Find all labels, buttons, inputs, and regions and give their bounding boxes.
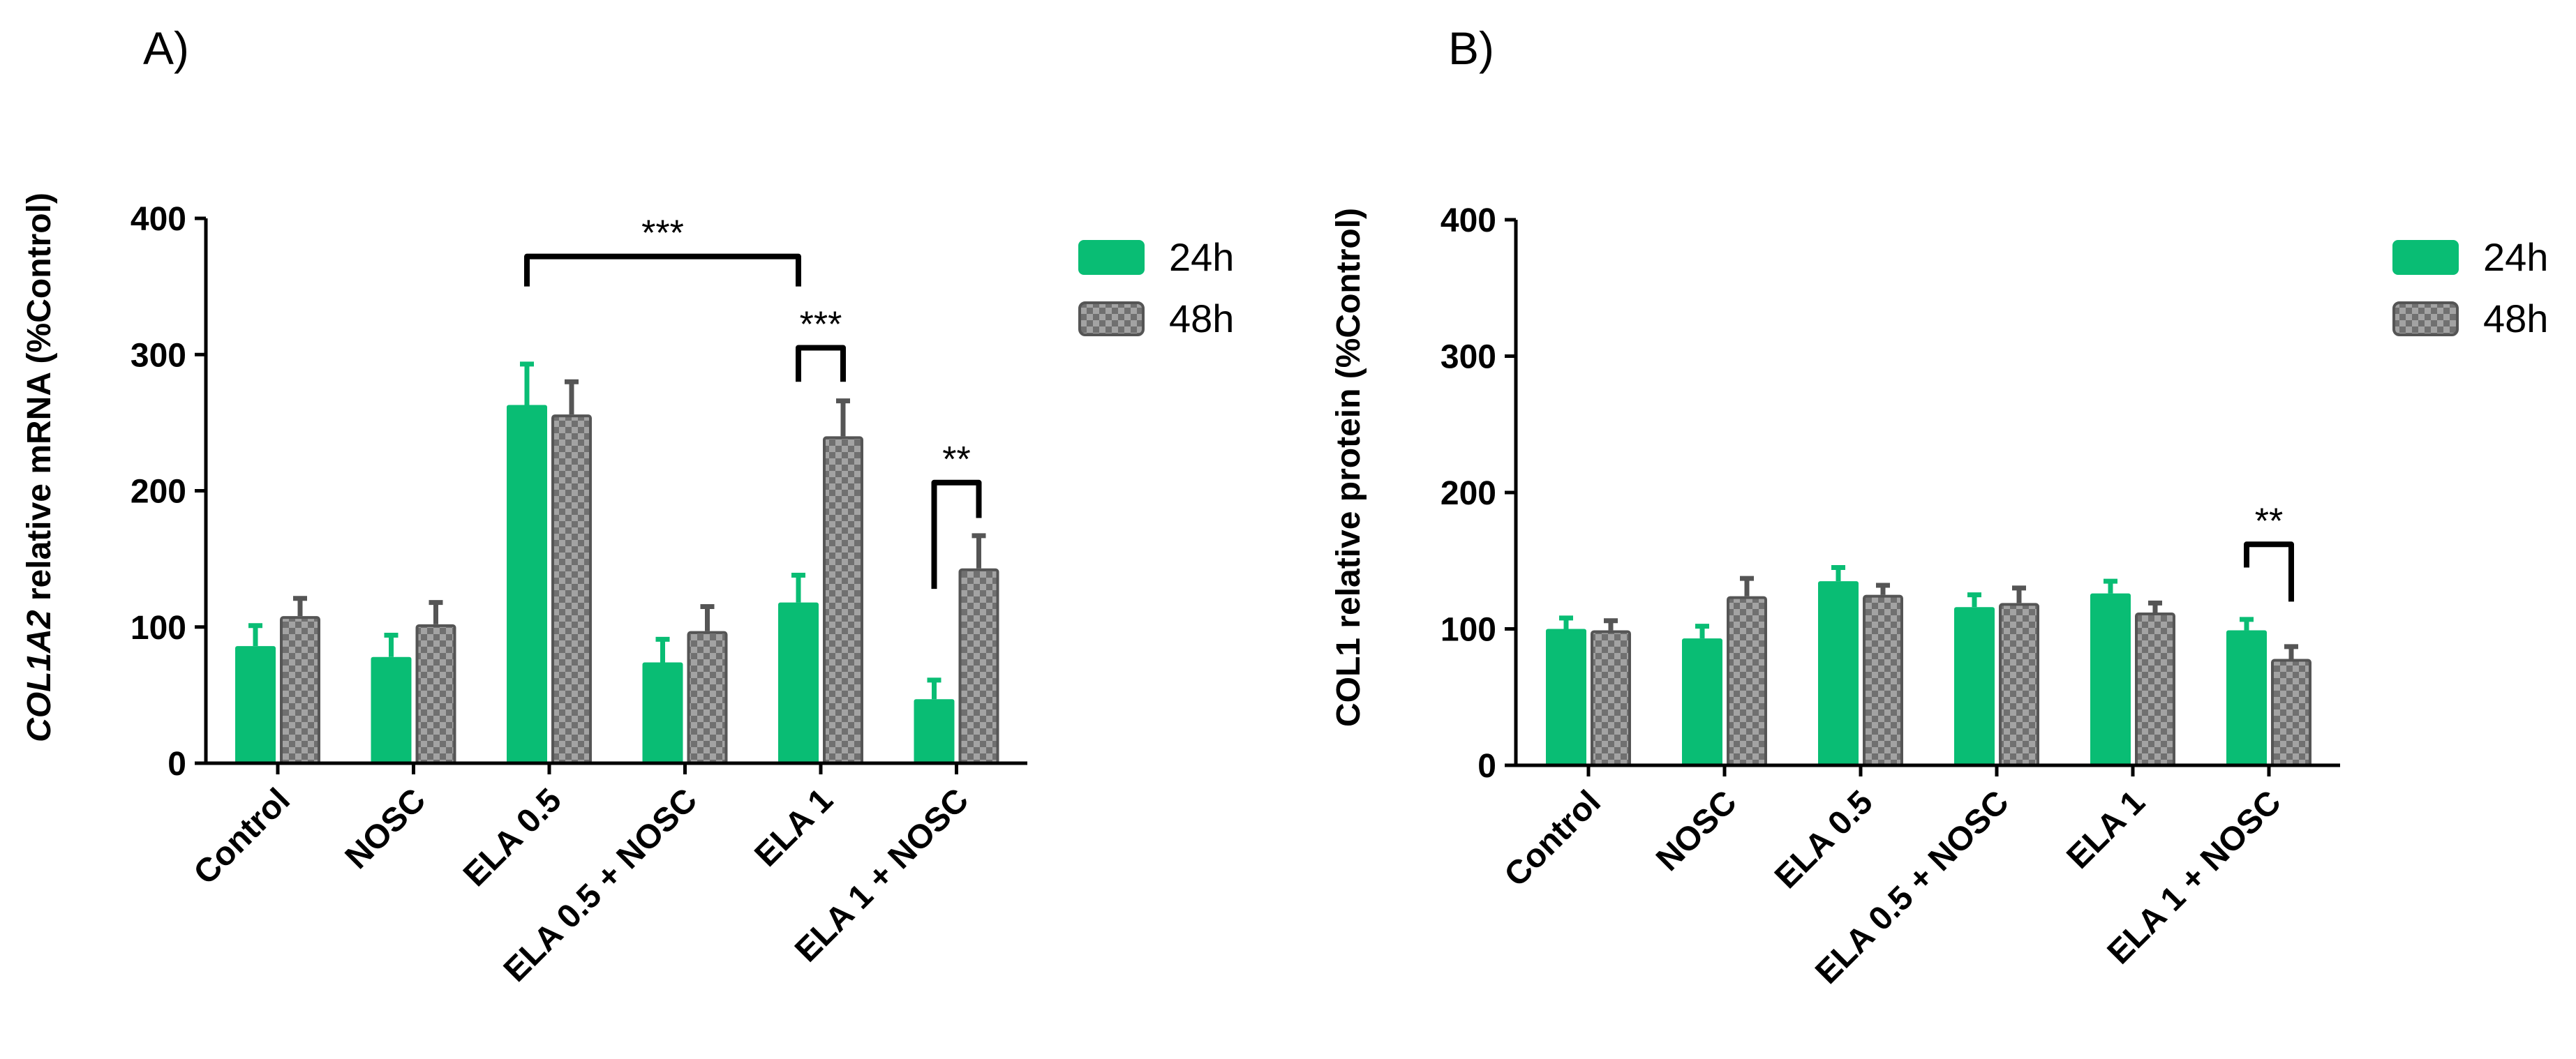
panel-a-bar-48h-2 <box>551 414 592 765</box>
panel-b-y-axis-title-rest: COL1 relative protein (%Control) <box>1330 208 1367 727</box>
panel-a-bar-24h-3 <box>642 662 683 763</box>
panel-b-bar-48h-4 <box>2135 613 2175 767</box>
panel-b-x-tick-label-2: ELA 0.5 <box>1768 783 1880 896</box>
panel-b-legend-label-48h: 48h <box>2483 296 2548 340</box>
panel-b-y-tick-label-0: 0 <box>1477 748 1496 785</box>
panel-a-label: A) <box>143 22 189 74</box>
panel-a-x-tick-label-0: Control <box>187 781 297 892</box>
panel-a-bar-48h-1 <box>415 624 456 765</box>
panel-b-x-tick-label-1: NOSC <box>1649 783 1744 878</box>
panel-a-sig-bracket-2 <box>931 479 982 589</box>
panel-b-x-tick-label-4: ELA 1 <box>2060 783 2152 876</box>
panel-a-bar-24h-2 <box>507 405 547 763</box>
panel-a: A) COL1A2 relative mRNA (%Control) 0 100 2… <box>21 22 1234 989</box>
panel-a-y-tick-label-0: 0 <box>167 746 186 783</box>
panel-a-y-tick-label-400: 400 <box>131 201 186 238</box>
panel-a-legend-label-48h: 48h <box>1169 296 1234 340</box>
panel-b-legend-swatch-48h <box>2392 301 2459 336</box>
panel-b-bar-24h-0 <box>1546 629 1586 765</box>
panel-b: B) COL1 relative protein (%Control) 0 100… <box>1330 22 2548 991</box>
panel-b-legend-label-24h: 24h <box>2483 235 2548 279</box>
panel-a-bar-24h-0 <box>235 646 276 763</box>
panel-a-bar-24h-1 <box>371 656 412 763</box>
panel-b-y-axis-title: COL1 relative protein (%Control) <box>1330 208 1367 727</box>
panel-b-bar-24h-1 <box>1682 638 1722 765</box>
panel-a-bar-24h-5 <box>914 699 955 763</box>
panel-a-x-tick-label-1: NOSC <box>338 781 433 876</box>
panel-a-y-axis-title-rest: relative mRNA (%Control) <box>21 193 58 610</box>
panel-b-y-tick-label-400: 400 <box>1440 202 1496 239</box>
panel-a-bar-48h-4 <box>823 436 863 765</box>
panel-a-sig-label-0: *** <box>641 213 684 254</box>
panel-b-bar-48h-1 <box>1727 596 1767 767</box>
panel-a-bar-48h-5 <box>958 568 999 765</box>
panel-b-bar-48h-2 <box>1863 594 1903 767</box>
panel-a-y-tick-label-100: 100 <box>131 610 186 647</box>
panel-b-label: B) <box>1448 22 1494 74</box>
panel-b-bar-24h-4 <box>2090 593 2131 765</box>
panel-a-legend-swatch-48h <box>1078 301 1145 336</box>
panel-a-sig-bracket-1 <box>796 345 846 382</box>
panel-a-y-tick-label-200: 200 <box>131 474 186 511</box>
panel-a-bar-48h-0 <box>280 616 320 765</box>
panel-a-x-tick-label-4: ELA 1 <box>747 781 840 873</box>
panel-b-bar-48h-0 <box>1591 630 1631 767</box>
panel-b-bar-24h-3 <box>1954 607 1995 765</box>
panel-b-sig-bracket-0 <box>2244 541 2294 602</box>
panel-a-legend-swatch-24h <box>1078 240 1145 275</box>
panel-b-bar-24h-2 <box>1818 581 1859 765</box>
panel-a-bar-24h-4 <box>778 602 819 763</box>
panel-a-y-axis-title-italic: COL1A2 <box>21 610 58 742</box>
panel-b-sig-label-0: ** <box>2255 501 2283 541</box>
panel-a-sig-label-2: ** <box>942 440 970 480</box>
panel-b-bar-24h-5 <box>2226 630 2267 765</box>
panel-b-legend-swatch-24h <box>2392 240 2459 275</box>
panel-b-y-tick-label-300: 300 <box>1440 339 1496 376</box>
panel-b-y-tick-label-200: 200 <box>1440 475 1496 512</box>
panel-a-x-tick-label-2: ELA 0.5 <box>456 781 569 894</box>
panel-a-legend-label-24h: 24h <box>1169 235 1234 279</box>
panel-b-bar-48h-5 <box>2271 659 2311 767</box>
panel-a-bar-48h-3 <box>687 631 728 765</box>
panel-a-y-axis-title: COL1A2 relative mRNA (%Control) <box>21 193 58 742</box>
panel-a-sig-label-1: *** <box>800 304 842 345</box>
panel-a-sig-bracket-0 <box>524 253 801 287</box>
panel-b-x-tick-label-0: Control <box>1498 783 1608 894</box>
panel-a-y-tick-label-300: 300 <box>131 337 186 374</box>
panel-b-y-tick-label-100: 100 <box>1440 612 1496 649</box>
panel-b-bar-48h-3 <box>1999 603 2039 767</box>
